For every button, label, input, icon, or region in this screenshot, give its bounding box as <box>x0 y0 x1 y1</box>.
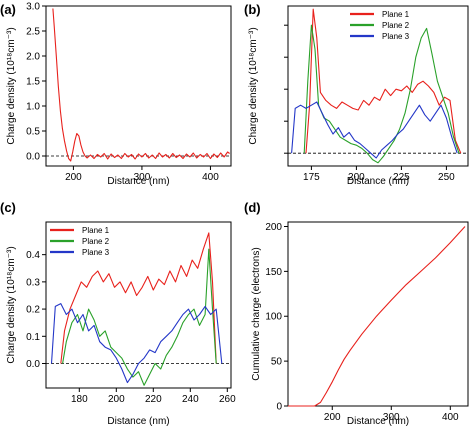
plot-frame <box>45 221 232 389</box>
legend-label: Plane 3 <box>82 248 110 257</box>
panel-letter: (a) <box>0 2 16 17</box>
x-axis-title: Distance (nm) <box>107 416 169 427</box>
y-axis-title: Charge density (10¹⁸cm⁻³) <box>248 27 259 144</box>
y-axis-title: Charge density (10¹⁸cm⁻³) <box>6 246 17 363</box>
y-tick-label: 50 <box>271 357 283 368</box>
y-tick-label: 0.0 <box>26 359 40 370</box>
y-tick-label: 150 <box>265 267 282 278</box>
legend: Plane 1 Plane 2 Plane 3 <box>50 226 110 257</box>
x-tick-label: 175 <box>303 172 320 183</box>
y-tick-label: 0.3 <box>26 277 40 288</box>
x-tick-label: 200 <box>348 172 365 183</box>
series-line-plane-3 <box>291 101 458 159</box>
series-line-plane-1 <box>60 232 217 364</box>
y-tick-label: 1.0 <box>26 102 40 113</box>
legend-label: Plane 3 <box>382 32 410 41</box>
plot-frame <box>287 221 469 407</box>
series-line-plane-2 <box>62 248 217 386</box>
x-tick-label: 225 <box>393 172 410 183</box>
x-axis-title: Distance (nm) <box>347 176 409 187</box>
x-tick-label: 400 <box>202 172 219 183</box>
legend-label: Plane 2 <box>382 21 410 30</box>
series-line-0 <box>288 226 466 407</box>
plot-frame <box>45 5 232 167</box>
chart-panel-1: (b) 175 200 225 250 Distance (nm) Charge densi… <box>244 2 469 187</box>
y-tick-label: 1.5 <box>26 77 40 88</box>
x-tick-label: 200 <box>324 412 341 423</box>
panel-letter: (c) <box>0 200 16 215</box>
x-tick-label: 200 <box>108 394 125 405</box>
series-line-plane-1 <box>305 8 462 154</box>
y-tick-label: 2.5 <box>26 27 40 38</box>
series-line-plane-2 <box>303 24 460 164</box>
series-line-plane-3 <box>50 303 223 384</box>
chart-panel-0: (a) 200 300 400 0.0 0.5 1.0 1.5 2.0 2.5 3.0 Distanc… <box>0 2 232 187</box>
y-tick-label: 100 <box>265 312 282 323</box>
x-axis-title: Distance (nm) <box>107 176 169 187</box>
x-axis-title: Distance (nm) <box>347 416 409 427</box>
y-tick-label: 0.0 <box>26 152 40 163</box>
x-tick-label: 240 <box>182 394 199 405</box>
series-line-0 <box>52 8 230 162</box>
x-tick-label: 400 <box>442 412 459 423</box>
chart-panel-3: (d) 200 300 400 0 50 100 150 200 Distance (nm) Cum… <box>244 200 469 427</box>
y-tick-label: 0.1 <box>26 332 40 343</box>
legend-label: Plane 1 <box>382 10 410 19</box>
panel-letter: (d) <box>244 200 261 215</box>
legend: Plane 1 Plane 2 Plane 3 <box>350 10 410 41</box>
y-axis-title: Cumulative charge (electrons) <box>251 247 262 380</box>
chart-panel-2: (c) 180 200 220 240 260 0.0 0.1 0.2 0.3 0.4 Distanc… <box>0 200 236 427</box>
x-tick-label: 300 <box>134 172 151 183</box>
plot-frame <box>287 5 469 167</box>
y-tick-label: 0.5 <box>26 127 40 138</box>
x-tick-label: 250 <box>438 172 455 183</box>
x-tick-label: 200 <box>65 172 82 183</box>
y-axis-title: Charge density (10¹⁸cm⁻³) <box>6 27 17 144</box>
y-tick-label: 0.2 <box>26 305 40 316</box>
x-tick-label: 260 <box>219 394 236 405</box>
legend-label: Plane 1 <box>82 226 110 235</box>
y-tick-label: 0.4 <box>26 250 40 261</box>
legend-label: Plane 2 <box>82 237 110 246</box>
y-tick-label: 3.0 <box>26 2 40 13</box>
x-tick-label: 180 <box>71 394 88 405</box>
y-tick-label: 0 <box>276 402 282 413</box>
y-tick-label: 2.0 <box>26 52 40 63</box>
panel-letter: (b) <box>244 2 261 17</box>
x-tick-label: 300 <box>383 412 400 423</box>
x-tick-label: 220 <box>145 394 162 405</box>
y-tick-label: 200 <box>265 222 282 233</box>
